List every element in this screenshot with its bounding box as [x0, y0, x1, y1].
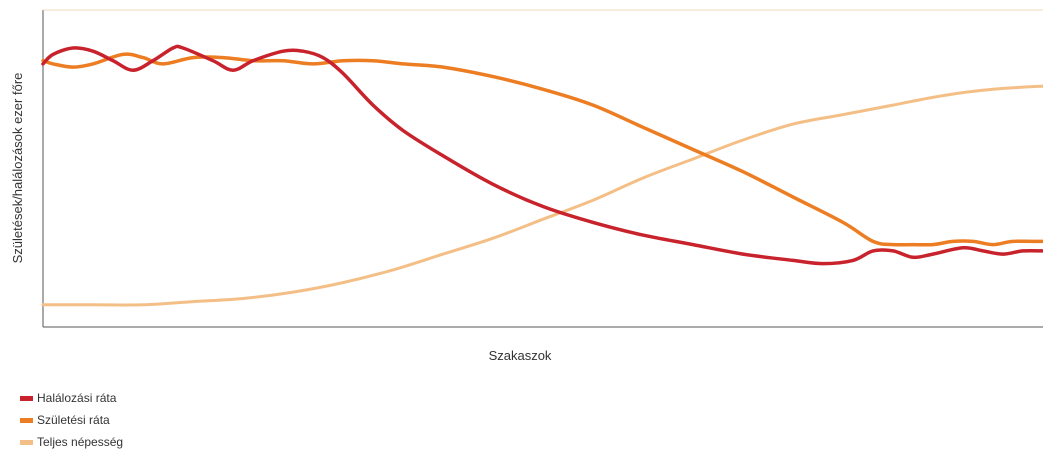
legend-item-death-rate: Halálozási ráta: [20, 387, 123, 409]
series-line-total-population: [41, 84, 1043, 307]
x-axis-title: Szakaszok: [489, 348, 552, 363]
legend-label-birth-rate: Születési ráta: [37, 413, 110, 427]
series-layer: [41, 44, 1043, 307]
legend-item-total-population: Teljes népesség: [20, 431, 123, 453]
y-axis-title: Születések/halálozások ezer főre: [10, 73, 25, 264]
chart-canvas: Szakaszok Születések/halálozások ezer fő…: [10, 9, 1043, 363]
legend-label-total-population: Teljes népesség: [37, 435, 124, 449]
series-line-death-rate: [41, 44, 1043, 266]
legend: Halálozási ráta Születési ráta Teljes né…: [20, 387, 123, 453]
legend-item-birth-rate: Születési ráta: [20, 409, 123, 431]
legend-swatch-birth-rate: [20, 417, 33, 423]
legend-swatch-total-population: [20, 439, 33, 445]
legend-label-death-rate: Halálozási ráta: [37, 391, 117, 405]
legend-swatch-death-rate: [20, 395, 33, 401]
series-line-birth-rate: [41, 52, 1043, 247]
